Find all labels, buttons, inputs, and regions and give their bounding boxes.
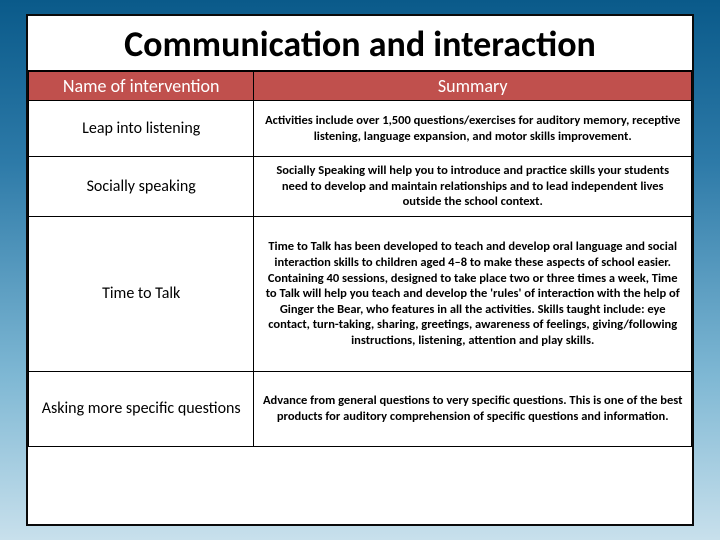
intervention-name: Time to Talk [29,217,254,372]
table-row: Socially speaking Socially Speaking will… [29,157,692,217]
table-row: Time to Talk Time to Talk has been devel… [29,217,692,372]
col-header-summary: Summary [254,72,692,101]
slide: Communication and interaction Name of in… [26,14,694,526]
intervention-summary: Activities include over 1,500 questions/… [254,101,692,157]
col-header-name: Name of intervention [29,72,254,101]
intervention-name: Socially speaking [29,157,254,217]
intervention-summary: Time to Talk has been developed to teach… [254,217,692,372]
intervention-table: Name of intervention Summary Leap into l… [28,71,692,447]
intervention-name: Asking more specific questions [29,372,254,447]
intervention-name: Leap into listening [29,101,254,157]
intervention-summary: Advance from general questions to very s… [254,372,692,447]
table-header-row: Name of intervention Summary [29,72,692,101]
intervention-summary: Socially Speaking will help you to intro… [254,157,692,217]
page-title: Communication and interaction [28,16,692,71]
table-row: Leap into listening Activities include o… [29,101,692,157]
table-row: Asking more specific questions Advance f… [29,372,692,447]
